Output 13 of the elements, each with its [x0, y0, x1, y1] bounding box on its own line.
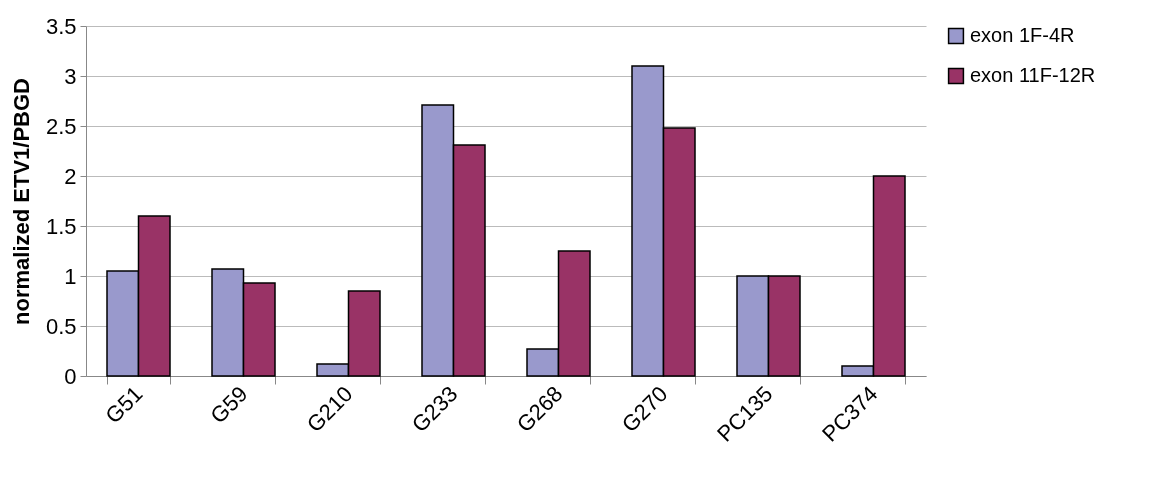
- y-tick-label: 1: [64, 263, 77, 289]
- legend-label: exon 1F-4R: [970, 24, 1075, 46]
- x-tick-label: G51: [100, 381, 148, 429]
- y-tick-label: 1.5: [45, 213, 77, 239]
- y-tick-label: 0: [64, 363, 77, 389]
- legend-label: exon 11F-12R: [970, 64, 1096, 86]
- y-axis-title: normalized ETV1/PBGD: [8, 78, 34, 325]
- y-tick-label: 3: [64, 63, 77, 89]
- y-tick-label: 2.5: [45, 113, 77, 139]
- y-tick-label: 2: [64, 163, 77, 189]
- x-tick-label: G59: [205, 381, 253, 429]
- y-tick-label: 0.5: [45, 313, 77, 339]
- y-tick-label: 3.5: [45, 13, 77, 39]
